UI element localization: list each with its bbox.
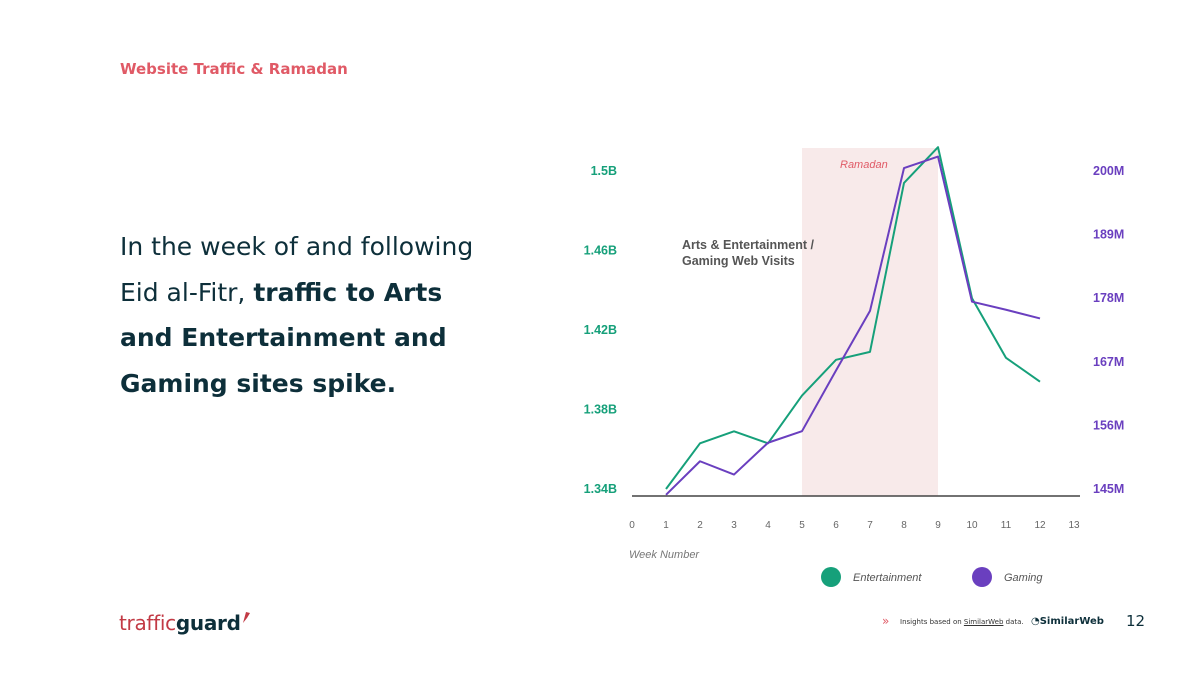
x-axis-tick-label: 10	[966, 520, 978, 531]
series-group	[665, 146, 1041, 496]
left-axis-tick-label: 1.42B	[584, 323, 617, 337]
x-axis-tick-label: 13	[1068, 520, 1080, 531]
left-axis: 1.34B 1.38B 1.42B 1.46B 1.5B	[584, 164, 617, 496]
headline: In the week of and following Eid al-Fitr…	[120, 224, 500, 406]
legend-label-entertainment: Entertainment	[853, 572, 922, 584]
left-axis-tick-label: 1.5B	[591, 164, 617, 178]
x-axis-tick-label: 8	[901, 520, 907, 531]
page-number: 12	[1126, 612, 1146, 630]
legend-marker-gaming	[972, 567, 992, 587]
x-axis-tick-label: 3	[731, 520, 737, 531]
x-axis-label: Week Number	[629, 549, 700, 561]
left-axis-tick-label: 1.46B	[584, 244, 617, 258]
source-note: Insights based on SimilarWeb data.	[900, 618, 1024, 626]
right-axis-tick-label: 189M	[1093, 228, 1124, 242]
logo-flag-icon	[242, 612, 250, 623]
x-axis-tick-label: 1	[663, 520, 669, 531]
x-axis-tick-label: 9	[935, 520, 941, 531]
x-axis-tick-label: 6	[833, 520, 839, 531]
headline-regular: In the week of and following Eid al-Fitr…	[120, 232, 474, 307]
legend-label-gaming: Gaming	[1004, 572, 1043, 584]
right-axis: 145M 156M 167M 178M 189M 200M	[1093, 164, 1124, 496]
right-axis-tick-label: 178M	[1093, 291, 1124, 305]
chart-title: Arts & Entertainment /	[682, 238, 814, 252]
x-axis-tick-label: 11	[1001, 520, 1012, 531]
legend-marker-entertainment	[821, 567, 841, 587]
source-link[interactable]: SimilarWeb	[963, 618, 1004, 626]
x-axis-tick-label: 7	[867, 520, 873, 531]
legend: Entertainment Gaming	[821, 567, 1043, 587]
x-axis-tick-label: 12	[1034, 520, 1046, 531]
similarweb-logo-text: SimilarWeb	[1039, 616, 1104, 627]
section-title: Website Traffic & Ramadan	[120, 60, 348, 78]
source-note-prefix: Insights based on	[900, 618, 964, 626]
x-axis-tick-label: 5	[799, 520, 805, 531]
series-line-entertainment	[665, 146, 1041, 490]
x-axis-tick-label: 4	[765, 520, 771, 531]
right-axis-tick-label: 200M	[1093, 164, 1124, 178]
logo-part-guard: guard	[175, 611, 241, 635]
left-axis-tick-label: 1.34B	[584, 482, 617, 496]
right-axis-tick-label: 145M	[1093, 482, 1124, 496]
headline-bold: traffic to Arts and Entertainment and Ga…	[120, 277, 447, 398]
x-axis-tick-label: 2	[697, 520, 703, 531]
source-note-suffix: data.	[1003, 618, 1024, 626]
logo-part-traffic: traffic	[119, 611, 176, 635]
x-axis: 0 1 2 3 4 5 6 7 8 9 10 11 12 13	[629, 520, 1080, 531]
left-axis-tick-label: 1.38B	[584, 403, 617, 417]
similarweb-logo: ◔SimilarWeb	[1031, 616, 1104, 627]
ramadan-label: Ramadan	[840, 159, 888, 171]
ramadan-shaded-region	[802, 148, 938, 496]
right-axis-tick-label: 156M	[1093, 418, 1124, 432]
chevron-right-icon: »	[882, 614, 890, 628]
right-axis-tick-label: 167M	[1093, 355, 1124, 369]
chart-title-line2: Gaming Web Visits	[682, 254, 795, 268]
series-line-gaming	[665, 155, 1041, 496]
similarweb-icon: ◔	[1031, 616, 1040, 627]
x-axis-tick-label: 0	[629, 520, 635, 531]
trafficguard-logo: trafficguard	[119, 611, 250, 635]
